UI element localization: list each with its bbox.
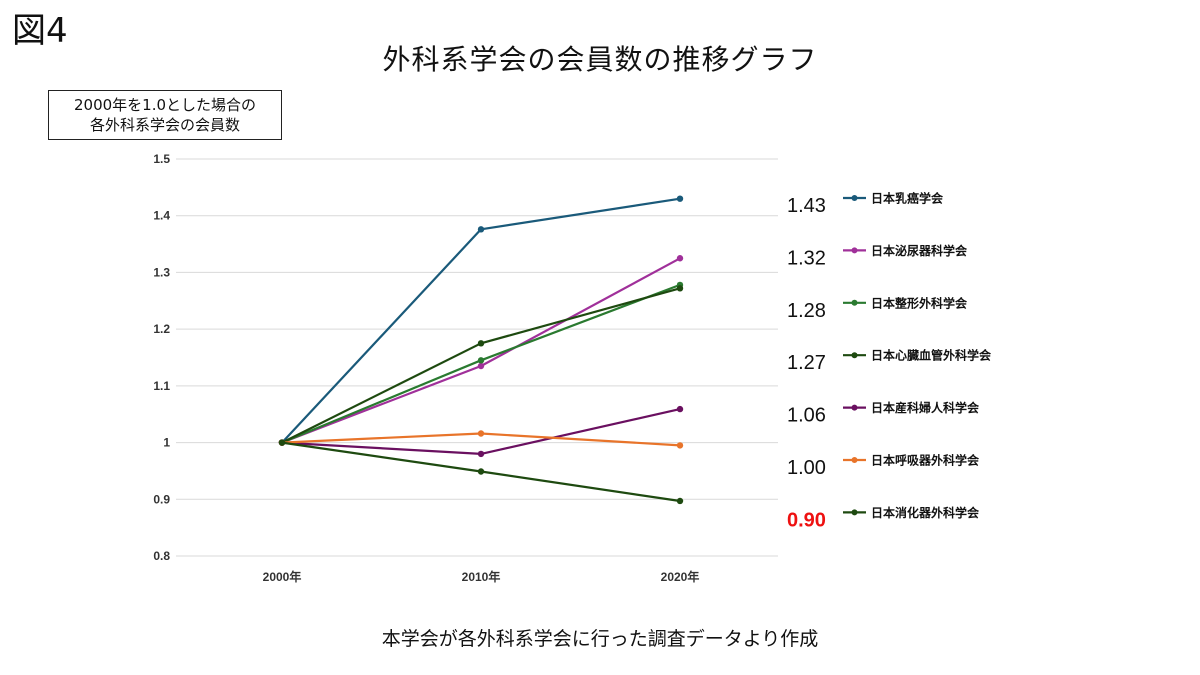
series-line-1 bbox=[281, 257, 681, 444]
legend-entry-2: 日本整形外科学会 bbox=[871, 295, 968, 310]
x-tick-label-2: 2020年 bbox=[661, 569, 700, 584]
series-2-point-1 bbox=[477, 357, 485, 364]
end-value-label-4: 1.06 bbox=[787, 405, 826, 427]
series-4-point-1 bbox=[477, 450, 485, 458]
legend-swatch-dot-3 bbox=[851, 352, 858, 359]
y-tick-label-6: 1.4 bbox=[153, 209, 170, 223]
note-line-2: 各外科系学会の会員数 bbox=[89, 116, 240, 134]
end-value-label-5: 1.00 bbox=[787, 457, 826, 479]
x-tick-label-1: 2010年 bbox=[462, 569, 501, 584]
series-6-point-2 bbox=[676, 497, 684, 505]
chart-title: 外科系学会の会員数の推移グラフ bbox=[382, 43, 818, 76]
legend-entry-1: 日本泌尿器科学会 bbox=[871, 243, 968, 258]
note-box: 2000年を1.0とした場合の 各外科系学会の会員数 bbox=[48, 90, 282, 140]
y-tick-label-3: 1.1 bbox=[153, 379, 170, 393]
series-5-point-1 bbox=[477, 430, 485, 437]
legend-entry-3: 日本心臓血管外科学会 bbox=[871, 348, 992, 363]
end-value-label-3: 1.27 bbox=[787, 352, 826, 374]
y-tick-label-1: 0.9 bbox=[153, 492, 170, 506]
legend-entry-5: 日本呼吸器外科学会 bbox=[871, 453, 980, 468]
series-6-point-0 bbox=[278, 439, 286, 446]
end-value-label-2: 1.28 bbox=[787, 300, 826, 322]
end-value-label-0: 1.43 bbox=[787, 195, 826, 217]
series-4-point-2 bbox=[676, 405, 684, 413]
series-6-point-1 bbox=[477, 468, 485, 475]
legend-swatch-dot-5 bbox=[851, 457, 858, 463]
note-line-1: 2000年を1.0とした場合の bbox=[73, 96, 257, 114]
legend-swatch-dot-2 bbox=[851, 299, 858, 306]
y-tick-label-0: 0.8 bbox=[153, 549, 170, 563]
figure-label: 図4 bbox=[12, 11, 68, 51]
y-tick-label-4: 1.2 bbox=[153, 322, 170, 336]
x-tick-label-0: 2000年 bbox=[263, 569, 302, 584]
series-0-point-1 bbox=[477, 226, 485, 233]
legend-swatch-dot-6 bbox=[851, 509, 858, 516]
line-chart: 0.8 0.9 1 1.1 1.2 1.3 1.4 1.5 2000年 2010年 2020年 1.4… bbox=[153, 152, 992, 584]
series-3-point-2 bbox=[676, 285, 684, 292]
legend-swatch-dot-0 bbox=[851, 195, 858, 201]
y-tick-label-5: 1.3 bbox=[153, 265, 170, 279]
series-0-point-2 bbox=[676, 195, 684, 202]
end-value-label-6: 0.90 bbox=[787, 509, 826, 531]
legend-entry-4: 日本産科婦人科学会 bbox=[871, 400, 980, 415]
series-line-0 bbox=[281, 197, 681, 444]
source-note: 本学会が各外科系学会に行った調査データより作成 bbox=[381, 628, 819, 650]
series-1-point-2 bbox=[676, 255, 684, 262]
series-1-point-1 bbox=[477, 362, 485, 370]
legend-swatch-dot-1 bbox=[851, 247, 858, 254]
legend-entry-6: 日本消化器外科学会 bbox=[871, 505, 980, 520]
end-value-label-1: 1.32 bbox=[787, 247, 826, 269]
y-tick-label-7: 1.5 bbox=[153, 152, 170, 166]
legend-swatch-dot-4 bbox=[851, 404, 858, 411]
y-tick-label-2: 1 bbox=[163, 436, 170, 450]
series-3-point-1 bbox=[477, 340, 485, 347]
series-5-point-2 bbox=[676, 442, 684, 449]
legend-entry-0: 日本乳癌学会 bbox=[871, 191, 944, 206]
